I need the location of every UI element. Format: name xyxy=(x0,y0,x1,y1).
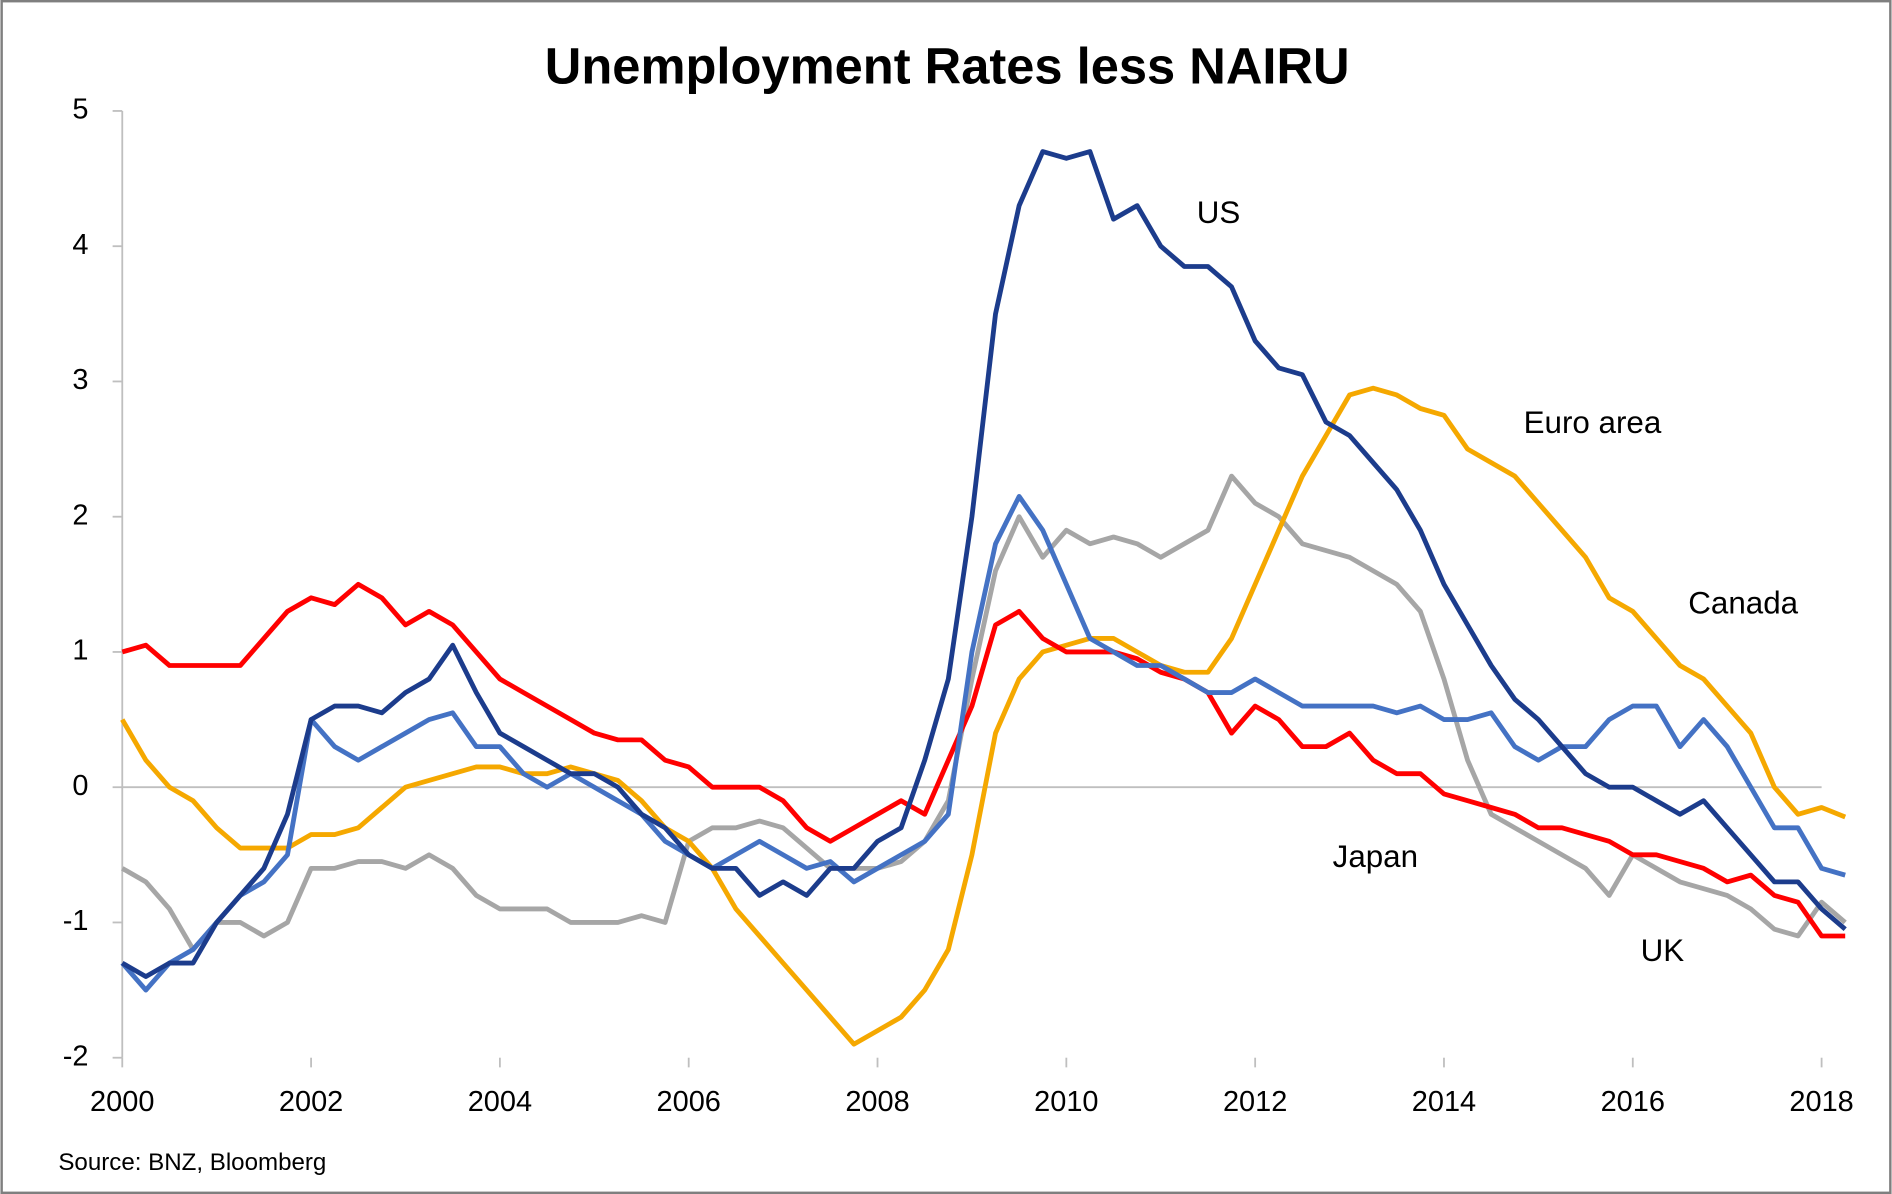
x-tick-label: 2006 xyxy=(657,1086,721,1118)
x-tick-label: 2010 xyxy=(1034,1086,1098,1118)
y-tick-label: 1 xyxy=(72,635,88,667)
series-line xyxy=(121,581,1846,939)
x-tick-label: 2016 xyxy=(1601,1086,1665,1118)
x-tick-label: 2018 xyxy=(1789,1086,1853,1118)
series-line xyxy=(120,385,1847,1047)
y-tick-label: -2 xyxy=(63,1040,89,1072)
x-tick-label: 2014 xyxy=(1412,1086,1476,1118)
series-label: Euro area xyxy=(1524,405,1662,440)
x-tick-label: 2012 xyxy=(1223,1086,1287,1118)
y-tick-label: 0 xyxy=(72,770,88,802)
y-tick-label: -1 xyxy=(63,905,89,937)
y-tick-label: 5 xyxy=(72,94,88,126)
y-tick-label: 4 xyxy=(72,229,88,261)
x-tick-label: 2004 xyxy=(468,1086,532,1118)
x-tick-label: 2002 xyxy=(279,1086,343,1118)
chart-title: Unemployment Rates less NAIRU xyxy=(545,37,1350,94)
series-line xyxy=(121,149,1847,979)
series-label: US xyxy=(1197,195,1241,230)
series-line xyxy=(121,473,1847,952)
x-tick-label: 2008 xyxy=(845,1086,909,1118)
y-tick-label: 2 xyxy=(72,499,88,531)
x-tick-label: 2000 xyxy=(90,1086,154,1118)
series-label: UK xyxy=(1641,933,1685,968)
series-label: Japan xyxy=(1333,839,1418,874)
y-tick-label: 3 xyxy=(72,364,88,396)
series-line xyxy=(120,494,1846,993)
source-note: Source: BNZ, Bloomberg xyxy=(58,1149,326,1176)
series-label: Canada xyxy=(1688,586,1798,621)
